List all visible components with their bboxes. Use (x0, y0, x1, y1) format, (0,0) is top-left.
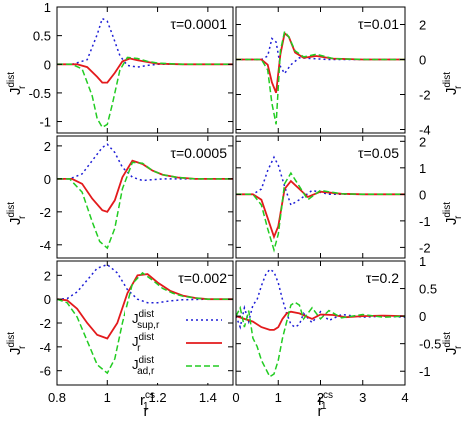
ytick-label-e-2: -2 (39, 316, 51, 331)
ytick-label-f-2: 0 (419, 309, 426, 324)
x-marker-label-right: rcs 1 (318, 390, 333, 412)
xtick-label-f-0: 0 (232, 390, 239, 405)
legend-entry-ad: Jdist ad,r (132, 355, 222, 377)
series-sup-a (57, 17, 233, 68)
panel-frame-c (56, 135, 234, 259)
series-ad-a (57, 56, 233, 129)
ytick-label-a-4: -1 (39, 115, 51, 130)
legend: Jdist sup,r Jdist r Jdist ad,r (125, 309, 228, 383)
ytick-label-f-3: -0.5 (419, 337, 441, 352)
xtick-label-e-2: 1.2 (149, 390, 167, 405)
svg-text:Jdistr: Jdistr (442, 72, 464, 95)
x-axis-label-left: r (144, 403, 149, 420)
y-axis-label-left-mid: Jdistr (6, 202, 28, 225)
ytick-label-d-3: -1 (419, 214, 431, 229)
series-sup-f (236, 268, 405, 330)
ytick-label-f-0: 1 (419, 254, 426, 269)
series-sup-c (57, 143, 233, 182)
series-ad-b (236, 29, 405, 125)
ytick-label-b-0: 2 (419, 18, 426, 33)
y-axis-label-right-bottom: Jdistr (442, 332, 464, 355)
legend-entry-sup: Jdist sup,r (132, 309, 222, 331)
ytick-label-c-2: -2 (39, 205, 51, 220)
svg-text:Jdistr: Jdistr (442, 332, 464, 355)
x-marker-label-left: rcs 1 (140, 390, 155, 412)
y-axis-label-right-top: Jdistr (442, 72, 464, 95)
panel-d: 2 1 0 -1 -2 τ=0.05 (235, 134, 431, 259)
panel-a: 1 0.5 0 -0.5 -1 τ=0.0001 (29, 0, 234, 134)
ytick-label-d-1: 1 (419, 161, 426, 176)
xtick-label-f-4: 4 (401, 390, 408, 405)
series-ad-c (57, 161, 233, 250)
series-sup-d (236, 155, 405, 207)
ytick-label-f-1: 0.5 (419, 282, 437, 297)
panel-f: 1 0.5 0 -0.5 -1 0 1 2 3 4 τ=0.2 (232, 254, 441, 405)
tau-label-e: τ=0.002 (178, 270, 227, 286)
x-axis-label-right: r (318, 403, 323, 420)
xtick-label-e-3: 1.4 (199, 390, 217, 405)
svg-text:Jdistr: Jdistr (6, 332, 28, 355)
xtick-label-f-3: 3 (359, 390, 366, 405)
svg-text:Jdistr: Jdistr (6, 72, 28, 95)
ytick-label-e-4: -6 (39, 364, 51, 379)
ytick-label-b-1: 0 (419, 53, 426, 68)
ytick-label-d-4: -2 (419, 240, 431, 255)
panel-c: 2 0 -2 -4 τ=0.0005 (39, 135, 234, 259)
ytick-label-b-3: -4 (419, 123, 431, 138)
tau-label-c: τ=0.0005 (170, 145, 227, 161)
svg-text:Jdistr: Jdistr (442, 202, 464, 225)
ytick-label-c-3: -4 (39, 238, 51, 253)
svg-text:Jdistr: Jdistr (132, 332, 154, 354)
tau-label-d: τ=0.05 (358, 145, 399, 161)
tau-label-a: τ=0.0001 (170, 16, 227, 32)
y-axis-label-right-mid: Jdistr (442, 202, 464, 225)
ytick-label-a-3: -0.5 (29, 86, 51, 101)
ytick-label-b-2: -2 (419, 88, 431, 103)
series-total-f (236, 310, 405, 331)
series-total-b (236, 31, 405, 94)
chart-panels: 1 0.5 0 -0.5 -1 τ=0.0001 2 0 -2 -4 τ=0.01 2 0 -2 -4 τ=0… (29, 0, 442, 405)
panel-b: 2 0 -2 -4 τ=0.01 (235, 6, 431, 138)
ytick-label-e-0: 2 (44, 268, 51, 283)
ytick-label-c-0: 2 (44, 139, 51, 154)
tau-label-f: τ=0.2 (366, 270, 399, 286)
ytick-label-e-3: -4 (39, 340, 51, 355)
ytick-label-a-1: 0.5 (33, 29, 51, 44)
series-ad-f (236, 301, 405, 378)
series-ad-e (57, 271, 233, 375)
ytick-label-f-4: -1 (419, 364, 431, 379)
series-sup-b (236, 37, 405, 75)
ytick-label-d-0: 2 (419, 134, 426, 149)
legend-entry-total: Jdist r (132, 332, 222, 354)
svg-text:Jdistr: Jdistr (6, 202, 28, 225)
series-total-c (57, 159, 233, 213)
xtick-label-f-1: 1 (275, 390, 282, 405)
y-axis-label-left-top: Jdistr (6, 72, 28, 95)
legend-background (125, 310, 228, 383)
xtick-label-f-2: 2 (317, 390, 324, 405)
ytick-label-d-2: 0 (419, 187, 426, 202)
ytick-label-c-1: 0 (44, 172, 51, 187)
ytick-label-a-2: 0 (44, 57, 51, 72)
panel-e: 2 0 -2 -4 -6 0.8 1 1.2 1.4 τ=0.002 (39, 260, 234, 405)
tau-label-b: τ=0.01 (358, 16, 399, 32)
ytick-label-a-0: 1 (44, 0, 51, 15)
panel-frame-a (56, 6, 234, 134)
series-ad-d (236, 171, 405, 253)
xtick-label-e-1: 1 (104, 390, 111, 405)
ytick-label-e-1: 0 (44, 292, 51, 307)
series-sup-e (57, 263, 233, 304)
y-axis-label-left-bottom: Jdistr (6, 332, 28, 355)
xtick-label-e-0: 0.8 (48, 390, 66, 405)
